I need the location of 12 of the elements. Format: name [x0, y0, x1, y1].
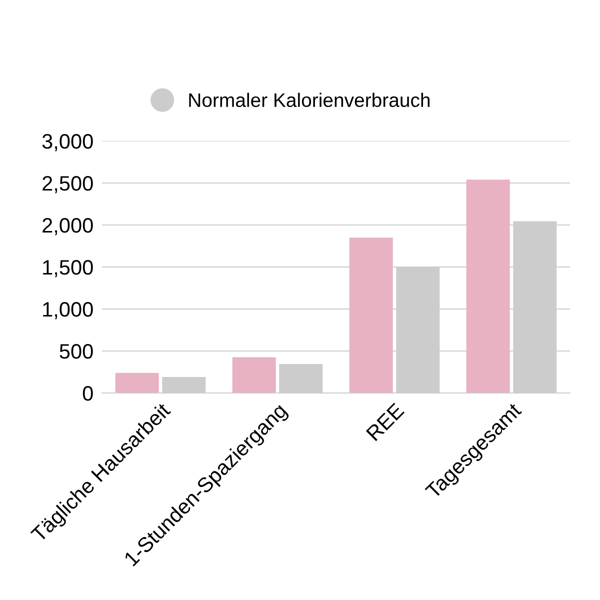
y-tick-label: 500	[60, 344, 93, 359]
y-tick-label: 2,000	[42, 218, 93, 236]
bar	[232, 357, 276, 393]
y-tick-label: 1,000	[43, 302, 93, 320]
y-tick-label: 1,500	[43, 260, 93, 278]
legend-label: Normaler Kalorienverbrauch	[189, 92, 430, 108]
bar	[466, 180, 510, 393]
bar	[349, 238, 393, 393]
y-tick-label: 3,000	[42, 134, 93, 152]
y-tick-label: 2,500	[42, 176, 93, 194]
bar	[115, 372, 159, 393]
y-tick-label: 0	[82, 386, 93, 401]
